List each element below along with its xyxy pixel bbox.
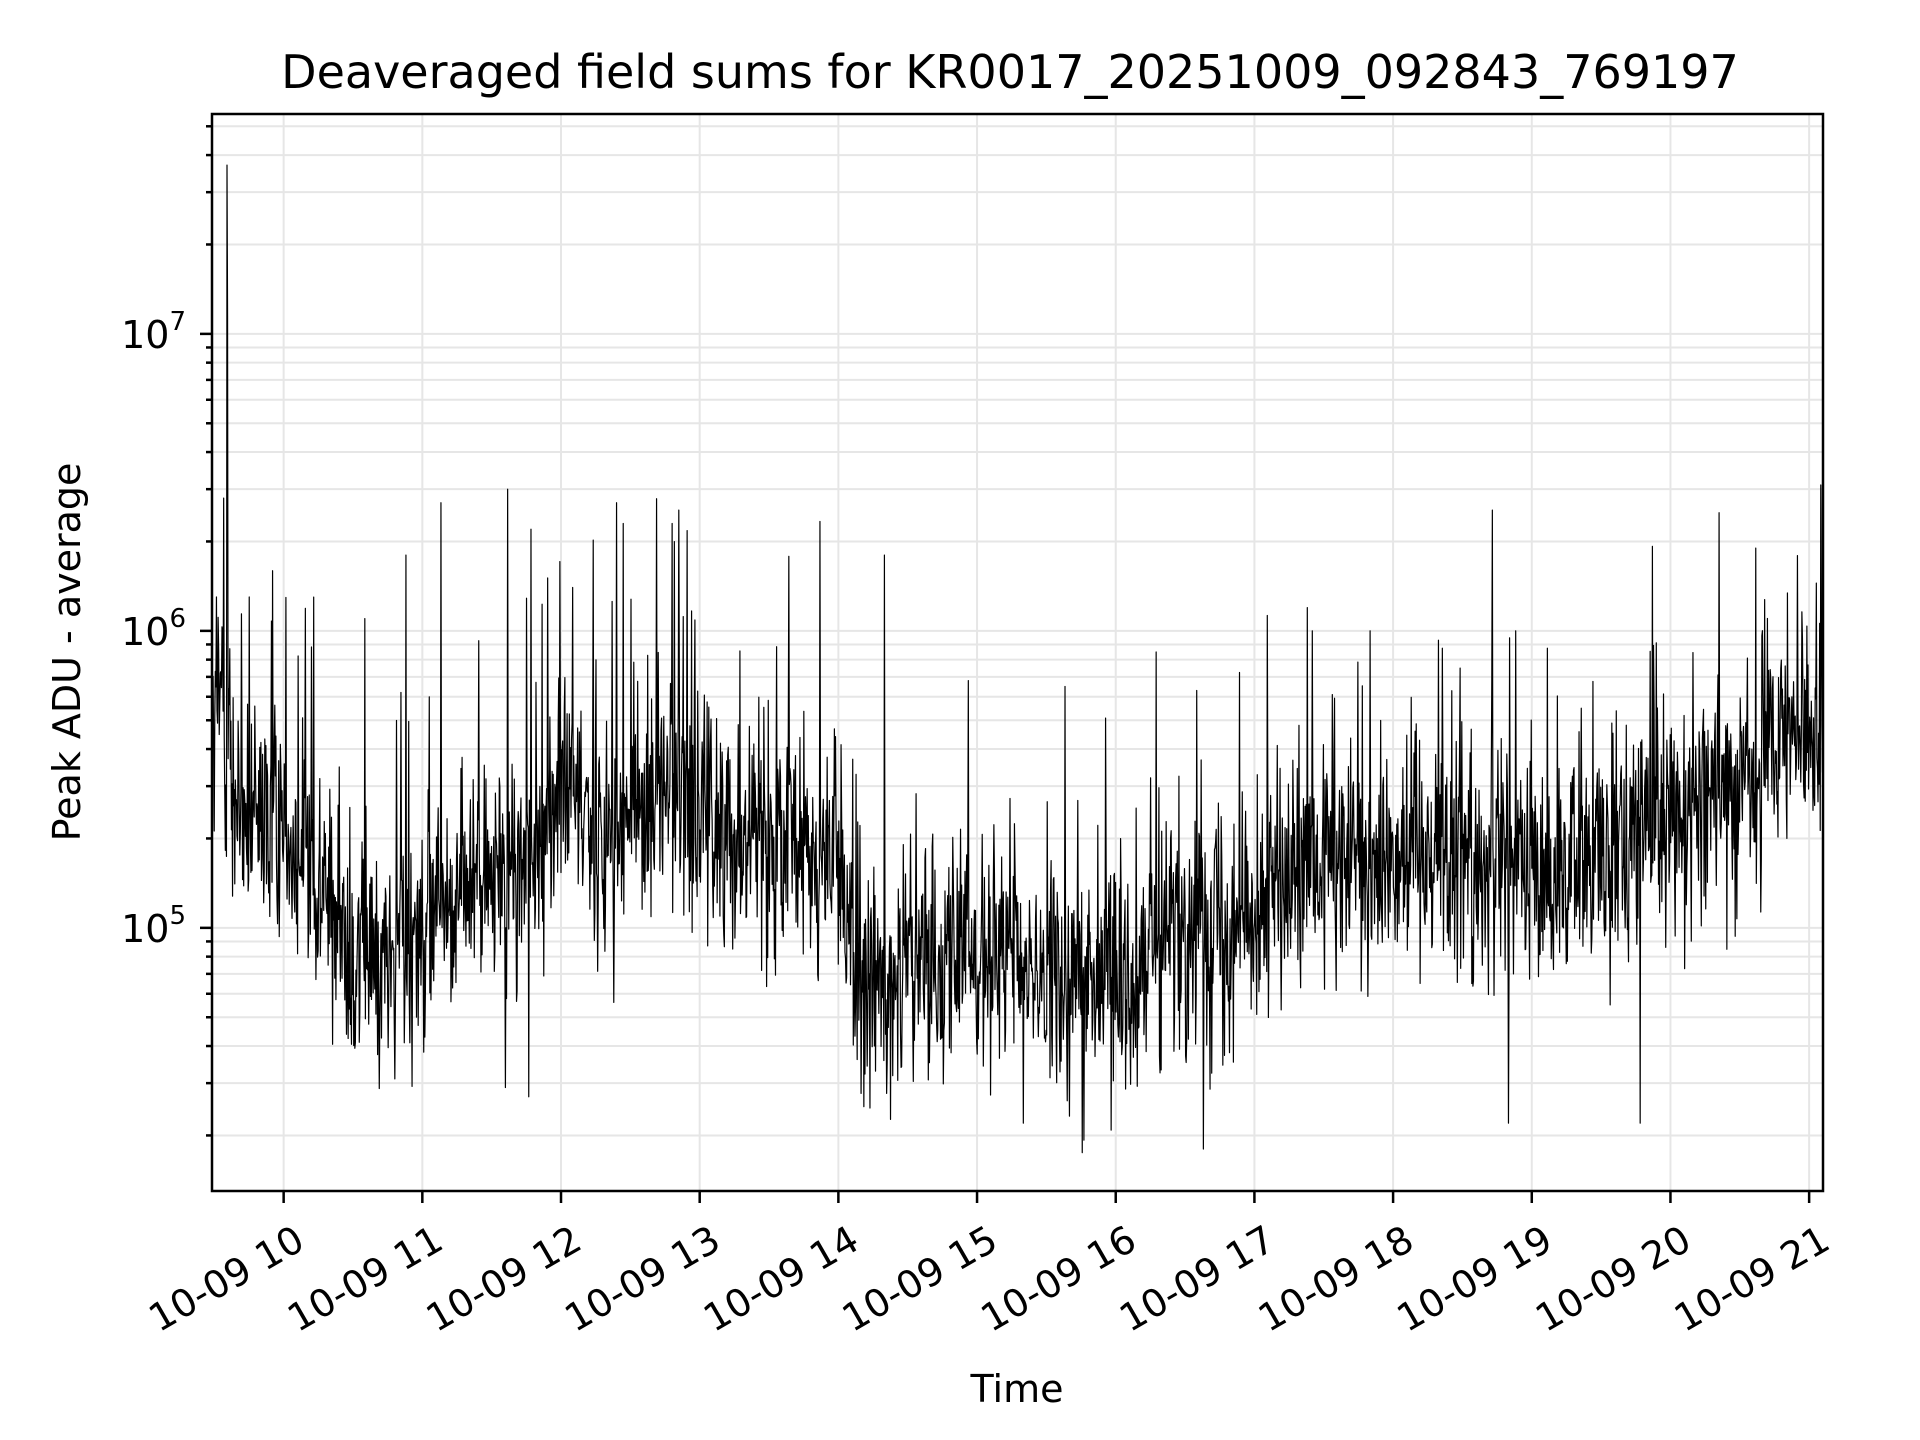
x-tick-label: 10-09 16 (973, 1217, 1143, 1341)
x-tick-label: 10-09 20 (1528, 1217, 1698, 1341)
y-axis: 105 106 107 (121, 125, 212, 1137)
x-tick-label: 10-09 12 (419, 1217, 589, 1341)
x-axis-label: Time (970, 1367, 1064, 1411)
x-tick-label: 10-09 14 (696, 1217, 866, 1341)
y-tick-label: 107 (121, 307, 186, 357)
x-tick-label: 10-09 10 (141, 1217, 311, 1341)
y-axis-label: Peak ADU - average (45, 463, 89, 842)
x-tick-label: 10-09 11 (280, 1217, 450, 1341)
y-tick-label: 106 (121, 604, 186, 654)
chart-title: Deaveraged field sums for KR0017_2025100… (281, 45, 1739, 99)
y-tick-label: 105 (121, 901, 186, 951)
grid (212, 114, 1823, 1191)
x-tick-label: 10-09 21 (1667, 1217, 1837, 1341)
data-series (211, 164, 1824, 1154)
x-tick-label: 10-09 13 (557, 1217, 727, 1341)
x-tick-label: 10-09 19 (1390, 1217, 1560, 1341)
plot-frame (210, 112, 1825, 1193)
x-tick-label: 10-09 17 (1112, 1217, 1282, 1341)
series-line (211, 164, 1824, 1154)
x-tick-label: 10-09 15 (835, 1217, 1005, 1341)
x-tick-label: 10-09 18 (1251, 1217, 1421, 1341)
